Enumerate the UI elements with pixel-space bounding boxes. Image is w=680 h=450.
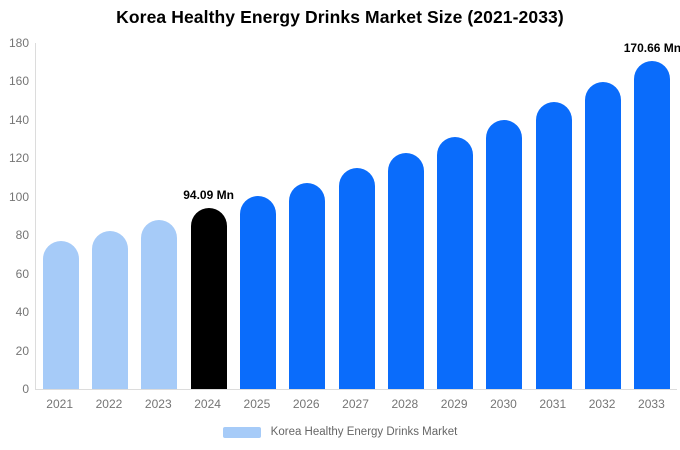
x-axis-label-2021: 2021 (46, 397, 73, 411)
x-axis-label-2033: 2033 (638, 397, 665, 411)
bar-slot (480, 43, 529, 389)
bar-value-label-2024: 94.09 Mn (183, 188, 234, 203)
bar-2030[interactable] (486, 119, 523, 389)
legend[interactable]: Korea Healthy Energy Drinks Market (0, 426, 680, 438)
bar-slot (36, 43, 85, 389)
y-axis-tick-label: 20 (15, 343, 29, 358)
bar-2029[interactable] (437, 137, 474, 389)
bar-slot (578, 43, 627, 389)
y-axis-tick-label: 180 (8, 36, 29, 50)
x-axis-label-2022: 2022 (95, 397, 123, 411)
bar-slot (332, 43, 381, 389)
bar-slot: 170.66 Mn (624, 41, 680, 389)
bar-slot (85, 43, 134, 389)
x-axis-label-2025: 2025 (243, 397, 271, 411)
bar-slot (529, 43, 578, 389)
bar-slot: 94.09 Mn (183, 43, 234, 389)
y-axis-tick-label: 120 (8, 151, 29, 166)
x-axis-label-2027: 2027 (342, 397, 369, 411)
y-axis: 0 20 40 60 80 100 120 140 160 180 (0, 36, 29, 396)
y-axis-tick-label: 100 (8, 189, 29, 204)
bar-slot (233, 43, 282, 389)
y-axis-tick-label: 40 (15, 305, 29, 320)
bar-2031[interactable] (535, 101, 572, 389)
bar-2021[interactable] (42, 240, 79, 389)
bar-slot (381, 43, 430, 389)
bar-2023[interactable] (141, 219, 178, 389)
plot-area: 94.09 Mn 170.66 Mn (35, 41, 680, 390)
x-axis-label-2032: 2032 (588, 397, 616, 411)
bar-slot (283, 43, 332, 389)
y-axis-tick-label: 160 (8, 74, 29, 89)
x-axis-label-2023: 2023 (144, 397, 172, 411)
legend-label: Korea Healthy Energy Drinks Market (270, 426, 458, 438)
bar-2022[interactable] (91, 230, 128, 389)
bar-2024[interactable] (190, 208, 227, 389)
legend-swatch-icon (222, 426, 261, 438)
x-axis-label-2030: 2030 (490, 397, 517, 411)
x-axis-label-2028: 2028 (391, 397, 419, 411)
bar-value-label-2033: 170.66 Mn (623, 40, 680, 55)
bar-2032[interactable] (585, 81, 622, 389)
y-axis-tick-label: 140 (8, 112, 29, 127)
bar-2028[interactable] (387, 153, 424, 389)
x-axis-label-2026: 2026 (292, 397, 320, 411)
y-axis-tick-label: 60 (15, 266, 29, 281)
x-axis-label-2024: 2024 (194, 397, 221, 411)
bar-2027[interactable] (338, 168, 375, 389)
x-axis-label-2029: 2029 (440, 397, 468, 411)
bar-2025[interactable] (239, 195, 276, 389)
bar-2026[interactable] (289, 182, 326, 389)
bar-slot (431, 43, 480, 389)
chart-title: Korea Healthy Energy Drinks Market Size … (116, 7, 564, 27)
x-axis-label-2031: 2031 (539, 397, 567, 411)
bar-2033[interactable] (634, 61, 671, 389)
y-axis-tick-label: 0 (22, 382, 29, 396)
y-axis-tick-label: 80 (15, 228, 29, 243)
x-axis: 2021 2022 2023 2024 2025 2026 2027 2028 2029 2030… (35, 397, 676, 411)
bar-slot (135, 43, 184, 389)
